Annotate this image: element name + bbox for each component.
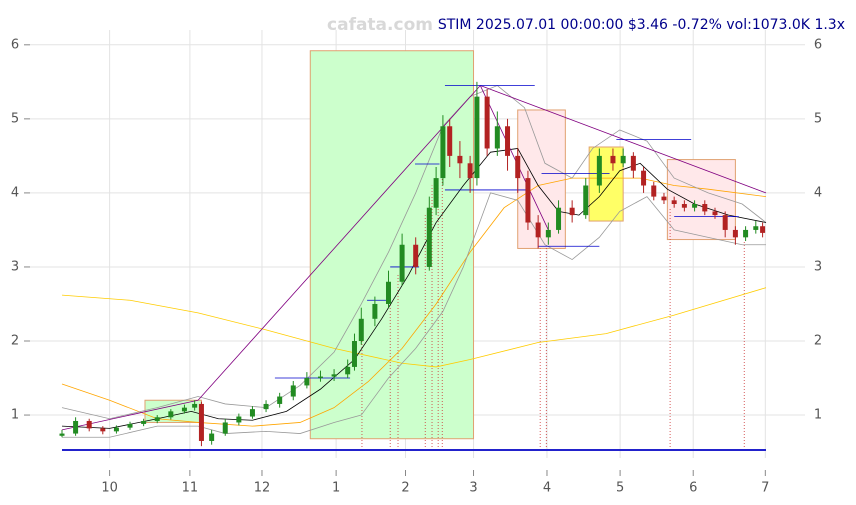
candle-body	[86, 420, 92, 429]
candle-body	[209, 433, 215, 441]
y-tick-label-right: 3	[814, 259, 822, 274]
candle-body	[413, 244, 419, 267]
trendline	[197, 85, 481, 401]
candle-body	[290, 385, 296, 397]
candle-body	[620, 155, 626, 164]
overlay-line	[62, 192, 766, 438]
candle-body	[192, 403, 198, 408]
candle-body	[345, 366, 351, 375]
candle-body	[515, 155, 521, 179]
overlay-line	[61, 177, 767, 427]
candle-body	[732, 229, 738, 238]
y-tick-label-right: 4	[814, 185, 822, 200]
candle-body	[222, 422, 228, 434]
candle-body	[331, 374, 337, 377]
candle-body	[154, 417, 160, 421]
y-tick-label-right: 2	[814, 334, 822, 349]
candle-body	[545, 229, 551, 238]
candle-body	[304, 378, 310, 386]
candle-body	[556, 207, 562, 230]
candle-body	[168, 411, 174, 418]
candle-body	[743, 229, 749, 238]
overlay-line	[61, 287, 767, 368]
candle-body	[447, 126, 453, 156]
candle-body	[505, 126, 511, 156]
candle-body	[671, 200, 677, 205]
candle-body	[113, 427, 119, 432]
candle-body	[358, 318, 364, 342]
candle-body	[651, 185, 657, 197]
overlay-line	[61, 148, 767, 429]
y-tick-label: 6	[11, 37, 19, 52]
candle-body	[372, 303, 378, 319]
candle-body	[681, 204, 687, 208]
y-tick-label: 1	[11, 408, 19, 423]
x-tick-label: 6	[689, 481, 697, 496]
x-tick-label: 2	[401, 481, 409, 496]
candle-body	[641, 170, 647, 186]
candle-body	[494, 126, 500, 149]
candle-body	[317, 376, 323, 379]
candle-body	[753, 226, 759, 230]
candle-body	[484, 96, 490, 149]
candle-body	[457, 155, 463, 164]
candle-body	[433, 178, 439, 208]
candle-body	[467, 163, 473, 179]
candle-body	[181, 407, 187, 412]
candle-body	[426, 207, 432, 267]
y-tick-label-right: 6	[814, 37, 822, 52]
candle-body	[569, 207, 575, 216]
candle-body	[702, 204, 708, 212]
x-tick-label: 11	[182, 481, 199, 496]
candle-body	[141, 420, 147, 424]
candle-body	[596, 155, 602, 186]
candle-body	[263, 403, 269, 410]
x-tick-label: 3	[469, 481, 477, 496]
y-tick-label: 3	[11, 259, 19, 274]
y-tick-label: 5	[11, 111, 19, 126]
candle-body	[525, 178, 531, 223]
candle-body	[198, 403, 204, 441]
x-tick-label: 10	[101, 481, 118, 496]
y-tick-label: 4	[11, 185, 19, 200]
trendline	[61, 399, 199, 431]
candle-body	[661, 196, 667, 201]
y-tick-label-right: 5	[814, 111, 822, 126]
candle-body	[59, 433, 65, 436]
candle-body	[385, 281, 391, 304]
candle-body	[73, 420, 79, 434]
candle-body	[249, 409, 255, 417]
candle-body	[760, 226, 766, 233]
candle-body	[535, 222, 541, 238]
candle-body	[236, 416, 242, 423]
candle-body	[630, 155, 636, 171]
candle-body	[712, 211, 718, 216]
watermark: cafata.com	[327, 15, 433, 35]
candle-body	[610, 155, 616, 164]
candle-body	[127, 423, 133, 428]
zone	[588, 146, 624, 222]
x-tick-label: 1	[332, 481, 340, 496]
y-tick-label-right: 1	[814, 408, 822, 423]
candle-body	[474, 96, 480, 179]
y-tick-label: 2	[11, 334, 19, 349]
x-tick-label: 4	[543, 481, 551, 496]
candle-body	[722, 215, 728, 230]
x-tick-label: 5	[616, 481, 624, 496]
candle-body	[583, 185, 589, 216]
trendline	[479, 85, 549, 231]
x-tick-label: 7	[761, 481, 769, 496]
candle-body	[399, 244, 405, 282]
candle-body	[100, 428, 106, 432]
overlay-line	[61, 85, 767, 420]
candle-body	[351, 341, 357, 367]
x-tick-label: 12	[254, 481, 271, 496]
chart-title: STIM 2025.07.01 00:00:00 $3.46 -0.72% vo…	[438, 17, 845, 33]
candle-body	[692, 204, 698, 208]
candle-body	[277, 396, 283, 404]
candle-body	[440, 126, 446, 179]
